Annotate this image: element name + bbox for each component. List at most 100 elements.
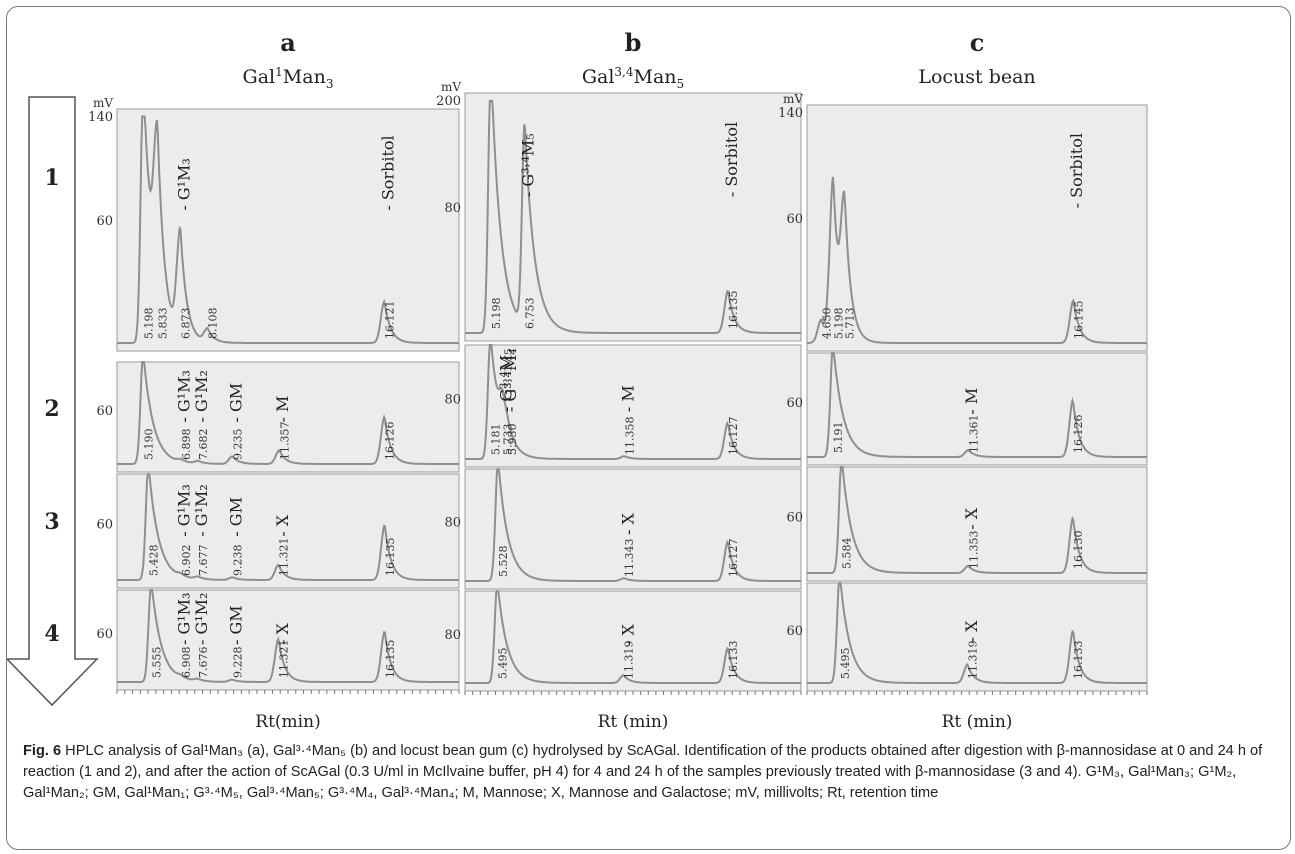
panel-title-main: Locust bean: [918, 66, 1035, 88]
peak-annotation: - Sorbitol: [722, 122, 741, 197]
chromatogram-plot: [116, 108, 460, 352]
figure-frame: 1 2 3 4 a Gal1Man3 mV 60 140 5.198 5.833 6.873 8.108…: [6, 6, 1291, 850]
peak-annotation: - G¹M₂: [192, 593, 211, 645]
y-tick-label: 60: [96, 214, 113, 229]
chromatogram-trace: [117, 473, 459, 581]
chromatogram-plot: [116, 473, 460, 589]
peak-annotation: - G³˒⁴M₅: [519, 133, 538, 197]
peak-annotation: - G¹M₂: [192, 370, 211, 422]
chromatogram-plot: [806, 352, 1148, 466]
panel-title-main: Gal: [582, 66, 615, 88]
peak-rt-label: 5.528: [497, 546, 510, 578]
panel-title-main: Gal: [243, 66, 276, 88]
peak-rt-label: 6.753: [524, 298, 537, 330]
peak-rt-label: 11.319: [623, 641, 636, 680]
y-tick-label: 60: [786, 624, 803, 639]
peak-annotation: - G¹M₃: [175, 484, 194, 536]
peak-rt-label: 4.650: [820, 308, 833, 340]
peak-annotation: - X: [962, 507, 981, 529]
chromatogram-trace: [465, 99, 801, 334]
peak-rt-label: 5.495: [496, 648, 509, 680]
peak-rt-label: 16.135: [727, 291, 740, 330]
peak-rt-label: 16.135: [384, 640, 397, 679]
chromatogram-trace: [807, 582, 1147, 684]
peak-rt-label: 16.130: [1072, 531, 1085, 570]
peak-rt-label: 16.127: [727, 539, 740, 578]
peak-rt-label: 6.908: [180, 647, 193, 679]
peak-rt-label: 8.108: [207, 308, 220, 340]
y-tick-label: 80: [444, 516, 461, 531]
caption-lead: Fig. 6: [23, 743, 62, 759]
panel-title: Locust bean: [918, 66, 1035, 88]
peak-rt-label: 11.319: [967, 641, 980, 680]
panel-title-sub: 3: [326, 77, 334, 91]
chromatogram-trace: [117, 589, 459, 683]
y-tick-label: 60: [786, 212, 803, 227]
peak-rt-label: 5.495: [839, 648, 852, 680]
peak-rt-label: 16.133: [1072, 641, 1085, 680]
chromatogram-trace: [465, 590, 801, 684]
peak-rt-label: 5.713: [844, 308, 857, 340]
panel-letter: c: [970, 28, 985, 57]
peak-rt-label: 16.127: [727, 417, 740, 456]
peak-rt-label: 5.833: [156, 308, 169, 340]
peak-annotation: - M: [618, 385, 637, 412]
peak-annotation: - GM: [226, 605, 245, 645]
peak-rt-label: 5.428: [148, 545, 161, 577]
arrow-step-label: 1: [44, 165, 59, 191]
y-tick-label: 60: [786, 511, 803, 526]
x-axis-label: Rt (min): [598, 712, 669, 732]
peak-rt-label: 16.126: [384, 422, 397, 461]
peak-rt-label: 6.873: [179, 308, 192, 340]
unit-label: mV: [441, 80, 461, 94]
peak-rt-label: 5.584: [841, 538, 854, 570]
peak-annotation: - M: [962, 388, 981, 415]
y-tick-label: 60: [96, 518, 113, 533]
chromatogram-trace: [807, 352, 1147, 458]
peak-rt-label: 5.198: [832, 308, 845, 340]
peak-annotation: - X: [618, 513, 637, 535]
peak-rt-label: 9.238: [232, 545, 245, 577]
peak-annotation: - X: [962, 620, 981, 642]
panel-title-sup: 3,4: [614, 65, 633, 79]
x-axis-label: Rt(min): [255, 712, 320, 732]
peak-annotation: - X: [273, 514, 292, 536]
chromatogram-plot: [116, 361, 460, 473]
peak-rt-label: 7.682: [197, 429, 210, 461]
y-tick-label: 80: [444, 393, 461, 408]
panel-title-rest: Man: [283, 66, 326, 88]
peak-rt-label: 5.198: [142, 308, 155, 340]
y-tick-label-top: 200: [436, 94, 461, 109]
y-tick-label: 80: [444, 201, 461, 216]
panel-title-rest: Man: [634, 66, 677, 88]
chromatogram-trace: [117, 361, 459, 465]
peak-annotation: - G³˒⁴M₄: [501, 348, 520, 412]
panel-title-sup: 1: [275, 65, 283, 79]
arrow-step-label: 2: [44, 396, 59, 422]
peak-rt-label: 9.228: [231, 647, 244, 679]
peak-annotation: - Sorbitol: [379, 135, 398, 210]
chromatogram-trace: [465, 344, 801, 460]
figure-caption: Fig. 6 HPLC analysis of Gal¹Man₃ (a), Ga…: [23, 741, 1278, 804]
process-arrow: [7, 96, 99, 707]
peak-annotation: - X: [618, 624, 637, 646]
y-tick-label: 60: [96, 404, 113, 419]
chromatogram-trace: [465, 468, 801, 582]
peak-rt-label: 11.321: [278, 640, 291, 679]
unit-label: mV: [783, 92, 803, 106]
peak-rt-label: 6.902: [180, 545, 193, 577]
peak-annotation: - X: [273, 623, 292, 645]
arrow-step-label: 4: [44, 621, 59, 647]
peak-annotation: - Sorbitol: [1067, 133, 1086, 208]
peak-annotation: - G¹M₃: [175, 593, 194, 645]
chromatogram-plot: [464, 344, 802, 468]
chromatogram-trace: [117, 115, 459, 344]
peak-annotation: - G¹M₃: [175, 370, 194, 422]
peak-annotation: - G¹M₂: [192, 484, 211, 536]
y-tick-label: 60: [786, 396, 803, 411]
panel-title: Gal3,4Man5: [582, 65, 684, 91]
arrow-step-label: 3: [44, 509, 59, 535]
peak-rt-label: 11.321: [278, 538, 291, 577]
peak-rt-label: 9.235: [232, 429, 245, 461]
